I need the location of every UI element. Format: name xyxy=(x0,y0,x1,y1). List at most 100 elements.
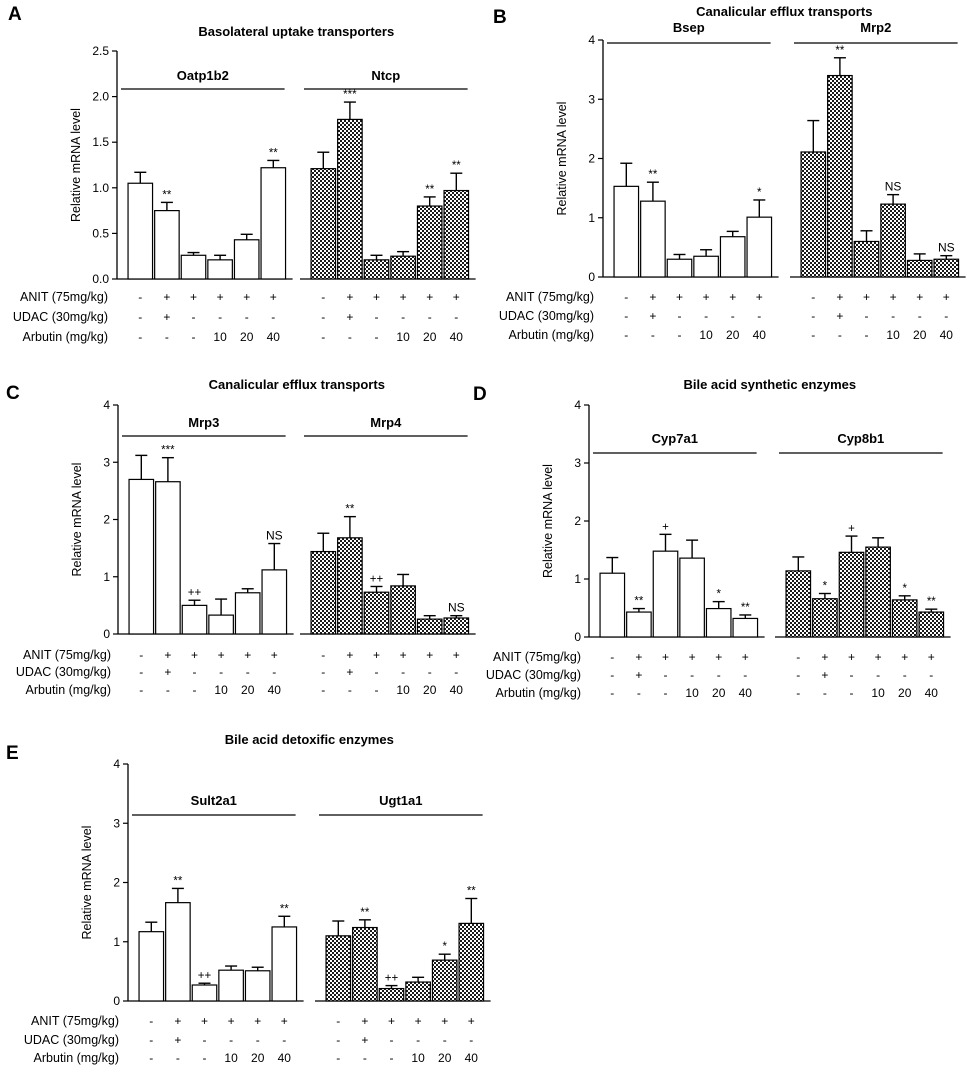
treatment-row-label: ANIT (75mg/kg) xyxy=(506,290,594,304)
treatment-sign: + xyxy=(863,290,870,304)
y-tick-label: 4 xyxy=(588,33,595,47)
treatment-sign: - xyxy=(375,310,379,324)
treatment-sign: + xyxy=(346,665,353,679)
chart-title: Bile acid synthetic enzymes xyxy=(683,377,856,392)
treatment-sign: + xyxy=(875,650,882,664)
bar xyxy=(812,598,838,638)
treatment-sign: - xyxy=(363,1051,367,1065)
y-tick-label: 2 xyxy=(588,152,595,166)
group-label: Mrp3 xyxy=(188,415,219,430)
bar xyxy=(416,618,443,635)
treatment-sign: + xyxy=(346,310,353,324)
bar xyxy=(827,74,853,278)
treatment-sign: - xyxy=(678,328,682,342)
treatment-sign: - xyxy=(321,665,325,679)
treatment-sign: 40 xyxy=(268,683,282,697)
bar xyxy=(165,902,191,1002)
group-label: Cyp8b1 xyxy=(837,431,884,446)
treatment-sign: - xyxy=(929,668,933,682)
treatment-row-label: Arbutin (mg/kg) xyxy=(26,683,111,697)
bar xyxy=(154,210,180,280)
treatment-row-label: UDAC (30mg/kg) xyxy=(486,668,581,682)
treatment-sign: - xyxy=(390,1051,394,1065)
treatment-sign: 20 xyxy=(241,683,255,697)
treatment-sign: - xyxy=(166,683,170,697)
treatment-sign: + xyxy=(361,1014,368,1028)
treatment-sign: - xyxy=(944,309,948,323)
bar xyxy=(207,259,233,280)
bar xyxy=(679,557,705,638)
treatment-sign: 40 xyxy=(925,686,939,700)
treatment-sign: + xyxy=(218,648,225,662)
treatment-sign: + xyxy=(400,648,407,662)
treatment-sign: 20 xyxy=(423,683,437,697)
treatment-sign: - xyxy=(138,290,142,304)
group-label: Oatp1b2 xyxy=(177,68,229,83)
treatment-sign: 10 xyxy=(213,330,227,344)
treatment-sign: - xyxy=(245,310,249,324)
y-tick-label: 1.0 xyxy=(92,181,109,195)
y-tick-label: 0.5 xyxy=(92,226,109,240)
treatment-sign: - xyxy=(428,665,432,679)
bar xyxy=(337,537,363,635)
significance-label: ** xyxy=(269,147,278,159)
treatment-sign: - xyxy=(272,665,276,679)
y-tick-label: 3 xyxy=(588,92,595,106)
significance-label: NS xyxy=(266,529,283,543)
treatment-sign: 10 xyxy=(699,328,713,342)
panel-c: C Canalicular efflux transports 0 1 2 3 4 Relat… xyxy=(6,377,476,697)
treatment-sign: - xyxy=(865,309,869,323)
y-tick-label: 0 xyxy=(588,270,595,284)
y-tick-label: 2.5 xyxy=(92,44,109,58)
treatment-sign: 20 xyxy=(438,1051,452,1065)
y-tick-label: 4 xyxy=(574,398,581,412)
treatment-sign: - xyxy=(690,668,694,682)
treatment-sign: + xyxy=(426,290,433,304)
treatment-sign: + xyxy=(373,290,380,304)
treatment-sign: - xyxy=(838,328,842,342)
treatment-sign: - xyxy=(850,668,854,682)
treatment-sign: - xyxy=(664,668,668,682)
significance-label: ++ xyxy=(385,973,399,985)
treatment-sign: - xyxy=(704,309,708,323)
significance-label: *** xyxy=(343,89,357,101)
treatment-sign: - xyxy=(321,648,325,662)
bar xyxy=(719,236,746,278)
treatment-sign: 40 xyxy=(450,330,464,344)
treatment-sign: - xyxy=(138,310,142,324)
bar xyxy=(180,254,207,280)
treatment-sign: 40 xyxy=(278,1051,292,1065)
treatment-sign: - xyxy=(149,1033,153,1047)
bar xyxy=(652,550,679,638)
bar xyxy=(705,607,732,638)
treatment-sign: + xyxy=(742,650,749,664)
treatment-sign: - xyxy=(624,290,628,304)
treatment-sign: - xyxy=(192,310,196,324)
treatment-sign: - xyxy=(865,328,869,342)
y-tick-label: 1 xyxy=(588,211,595,225)
significance-label: ** xyxy=(345,504,354,516)
y-tick-label: 3 xyxy=(113,816,120,830)
treatment-sign: + xyxy=(676,290,683,304)
group-label: Sult2a1 xyxy=(191,793,237,808)
treatment-sign: - xyxy=(282,1033,286,1047)
treatment-sign: + xyxy=(243,290,250,304)
bar xyxy=(181,604,208,635)
treatment-sign: - xyxy=(731,309,735,323)
panel-letter: A xyxy=(8,4,22,25)
bar xyxy=(458,922,485,1002)
treatment-sign: - xyxy=(469,1033,473,1047)
significance-label: + xyxy=(662,521,669,533)
bar xyxy=(337,118,363,280)
treatment-sign: + xyxy=(346,648,353,662)
treatment-sign: - xyxy=(203,1033,207,1047)
significance-label: ** xyxy=(173,875,182,887)
treatment-sign: - xyxy=(637,686,641,700)
y-tick-label: 0 xyxy=(113,994,120,1008)
y-tick-label: 2 xyxy=(113,876,120,890)
treatment-row-label: ANIT (75mg/kg) xyxy=(20,290,108,304)
treatment-sign: - xyxy=(348,683,352,697)
treatment-sign: + xyxy=(836,309,843,323)
treatment-sign: + xyxy=(254,1014,261,1028)
treatment-sign: + xyxy=(928,650,935,664)
